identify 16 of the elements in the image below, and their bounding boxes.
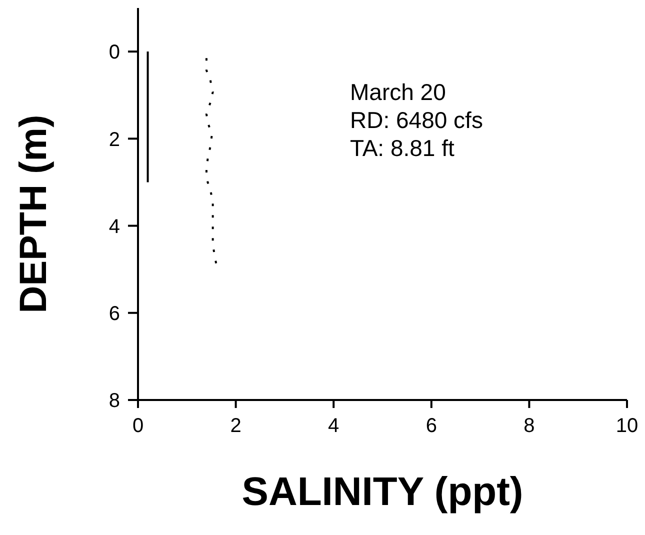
x-tick-label: 0 [132,415,144,438]
x-tick-label: 8 [524,415,535,438]
y-tick-label: 4 [108,216,120,238]
annotation: RD: 6480 cfs [350,106,483,134]
annotation: TA: 8.81 ft [350,134,456,162]
y-tick-label: 2 [108,128,120,151]
y-axis-title: DEPTH (m) [13,114,55,314]
y-tick-label: 8 [108,390,120,412]
y-tick-label: 0 [108,42,120,64]
x-tick-label: 10 [616,415,638,438]
x-tick-label: 4 [328,415,340,438]
annotation: March 20 [350,78,447,106]
x-tick-label: 6 [426,415,437,438]
y-tick-label: 6 [108,302,120,325]
x-tick-label: 2 [230,415,242,438]
x-axis-title: SALINITY (ppt) [242,470,524,514]
